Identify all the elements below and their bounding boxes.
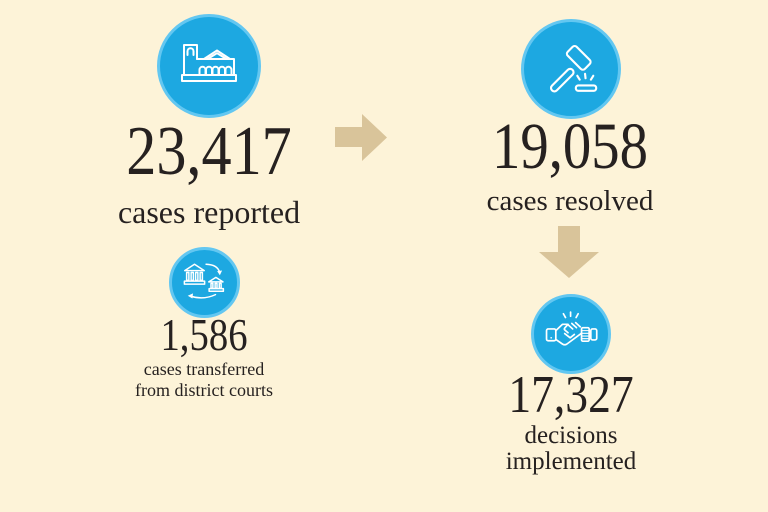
decisions-implemented-label: decisions implemented [451,423,691,475]
cases-transferred-value: 1,586 [160,310,248,360]
cases-transferred-label-line1: cases transferred [143,359,265,379]
down-arrow-icon [539,226,599,278]
decisions-implemented-label-line2: implemented [505,448,637,475]
cases-reported-badge [157,14,261,118]
decisions-implemented-value: 17,327 [508,366,634,424]
gavel-icon [549,44,598,93]
cases-transferred-badge [169,247,240,318]
decisions-implemented-badge [531,294,611,374]
handshake-icon [545,311,598,346]
cases-transferred-label: cases transferred from district courts [84,359,324,401]
cases-resolved-value: 19,058 [491,110,649,183]
cases-reported-label: cases reported [117,194,301,230]
cases-transferred-label-line2: from district courts [135,380,273,400]
court-transfer-icon [183,263,224,299]
supreme-court-building-icon [181,44,237,82]
cases-resolved-label: cases resolved [486,185,654,217]
cases-resolved-badge [521,19,621,119]
cases-reported-value: 23,417 [126,113,292,190]
decisions-implemented-label-line1: decisions [524,422,618,449]
right-arrow-icon [335,114,387,161]
